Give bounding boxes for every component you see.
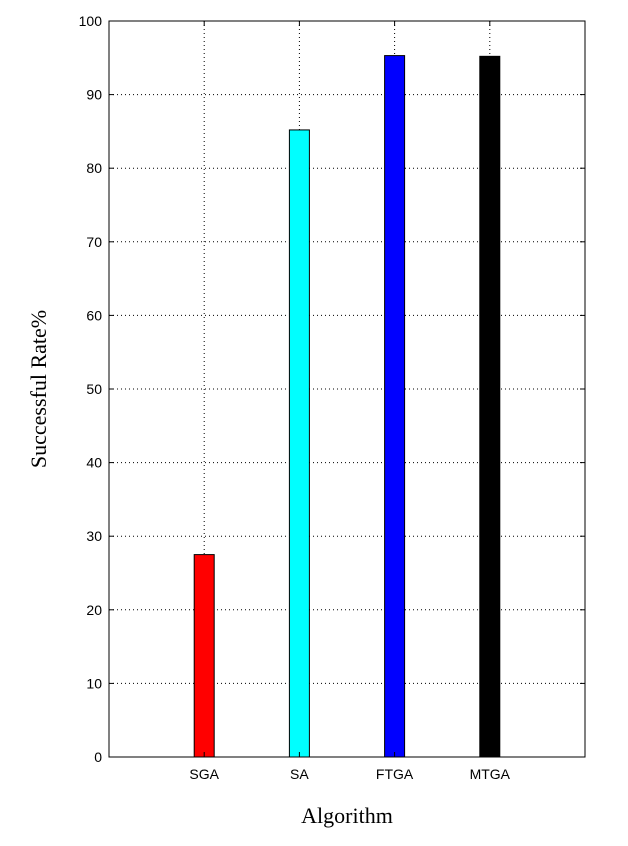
y-tick-label: 90: [86, 87, 102, 103]
y-tick-label: 0: [94, 749, 102, 765]
y-tick-label: 30: [86, 528, 102, 544]
y-tick-label: 60: [86, 307, 102, 323]
y-tick-label: 100: [79, 13, 103, 29]
bar-ftga: [384, 55, 406, 758]
y-axis-title: Successful Rate%: [26, 310, 51, 468]
y-tick-label: 40: [86, 455, 102, 471]
x-tick-labels: SGA SA FTGA MTGA: [189, 766, 510, 782]
y-tick-label: 10: [86, 675, 102, 691]
x-tick-label-sa: SA: [290, 766, 309, 782]
x-tick-label-sga: SGA: [189, 766, 219, 782]
bar-sa: [288, 129, 310, 758]
bar-series: [193, 55, 501, 758]
x-tick-label-ftga: FTGA: [376, 766, 414, 782]
bar-sga: [193, 554, 215, 758]
grid-lines: [109, 21, 585, 757]
y-tick-label: 20: [86, 602, 102, 618]
x-tick-label-mtga: MTGA: [470, 766, 511, 782]
y-tick-label: 50: [86, 381, 102, 397]
y-tick-label: 80: [86, 160, 102, 176]
y-tick-label: 70: [86, 234, 102, 250]
x-axis-title: Algorithm: [301, 803, 393, 828]
bar-mtga: [479, 55, 501, 758]
axis-ticks: [109, 20, 585, 758]
y-tick-labels: 0 10 20 30 40 50 60 70 80 90 100: [79, 13, 103, 765]
